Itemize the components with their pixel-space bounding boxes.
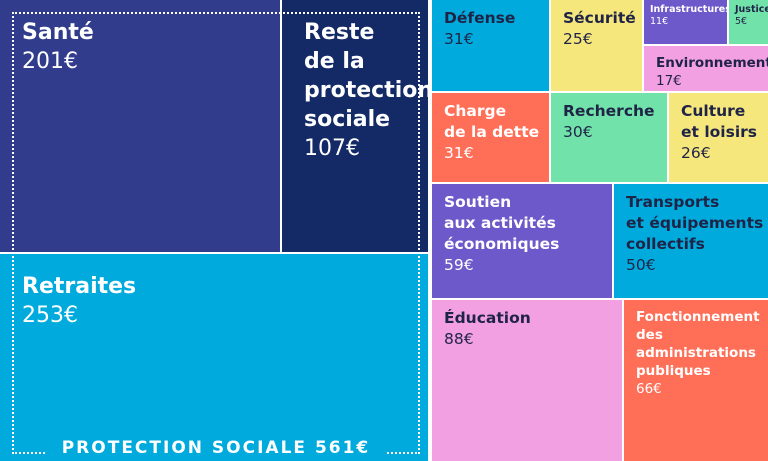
tile-label: Infrastructures <box>650 4 727 15</box>
tile-value: 30€ <box>563 123 593 141</box>
tile-value: 17€ <box>656 73 682 89</box>
tile-value: 50€ <box>626 256 656 274</box>
tile-label: Charge de la dette <box>444 102 540 141</box>
tile-label: Défense <box>444 9 516 27</box>
tile-label: Fonctionnement des administrations publi… <box>636 309 760 379</box>
tile-charge-de-la-dette: Charge de la dette 31€ <box>432 93 549 182</box>
tile-label: Recherche <box>563 102 655 120</box>
tile-justice: Justice 5€ <box>729 0 768 44</box>
tile-label: Santé <box>22 20 94 45</box>
tile-soutien-aux-activites-economiques: Soutien aux activités économiques 59€ <box>432 184 612 298</box>
tile-environnement: Environnement 17€ <box>644 46 768 91</box>
tile-label: Justice <box>735 4 768 15</box>
tile-label: Reste de la protection sociale <box>304 20 428 132</box>
tile-value: 107€ <box>304 136 360 161</box>
tile-label: Sécurité <box>563 9 636 27</box>
protection-sociale-caption: PROTECTION SOCIALE 561€ <box>45 436 387 460</box>
tile-transports-et-equipements-collectifs: Transports et équipements collectifs 50€ <box>614 184 768 298</box>
tile-value: 59€ <box>444 256 474 274</box>
tile-infrastructures: Infrastructures 11€ <box>644 0 727 44</box>
tile-securite: Sécurité 25€ <box>551 0 642 91</box>
tile-value: 25€ <box>563 30 593 48</box>
tile-sante: Santé 201€ <box>0 0 280 252</box>
tile-label: Environnement <box>656 55 768 71</box>
tile-reste-de-la-protection-sociale: Reste de la protection sociale 107€ <box>282 0 428 252</box>
tile-value: 5€ <box>735 16 748 27</box>
tile-retraites: Retraites 253€ <box>0 254 428 461</box>
tile-label: Soutien aux activités économiques <box>444 193 560 253</box>
tile-label: Retraites <box>22 274 137 299</box>
tile-fonctionnement-des-administrations-publiques: Fonctionnement des administrations publi… <box>624 300 768 461</box>
tile-value: 201€ <box>22 49 78 74</box>
tile-education: Éducation 88€ <box>432 300 622 461</box>
tile-value: 31€ <box>444 144 474 162</box>
tile-defense: Défense 31€ <box>432 0 549 91</box>
tile-value: 253€ <box>22 303 78 328</box>
tile-label: Éducation <box>444 309 531 327</box>
tile-value: 26€ <box>681 144 711 162</box>
tile-value: 31€ <box>444 30 474 48</box>
tile-label: Culture et loisirs <box>681 102 758 141</box>
tile-value: 88€ <box>444 330 474 348</box>
tile-value: 66€ <box>636 381 662 397</box>
tile-recherche: Recherche 30€ <box>551 93 667 182</box>
tile-value: 11€ <box>650 16 669 27</box>
tile-label: Transports et équipements collectifs <box>626 193 764 253</box>
tile-culture-et-loisirs: Culture et loisirs 26€ <box>669 93 768 182</box>
